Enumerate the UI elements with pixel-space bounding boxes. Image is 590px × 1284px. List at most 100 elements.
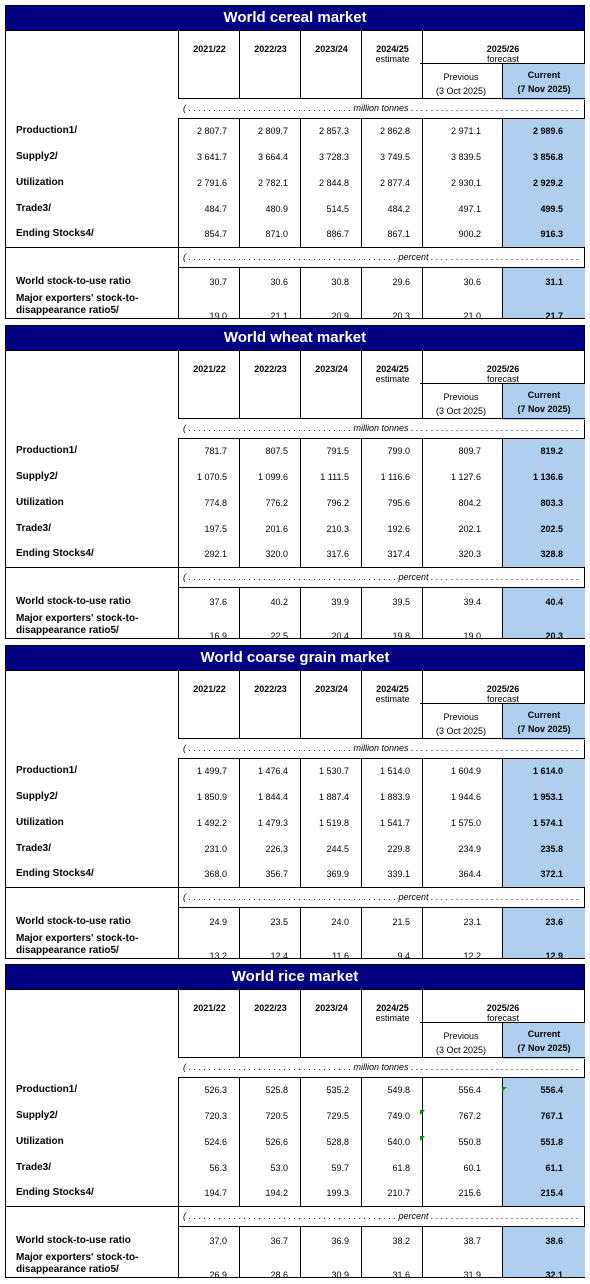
forecast-label: forecast — [486, 54, 519, 64]
cell-exporters: 19.8 — [392, 631, 410, 641]
column-divider — [178, 990, 179, 1057]
cell-production: 525.8 — [265, 1085, 288, 1095]
column-divider — [300, 1077, 301, 1206]
cell-trade: 235.8 — [540, 844, 563, 854]
column-divider — [300, 267, 301, 318]
cell-exporters: 31.9 — [463, 1270, 481, 1280]
cell-production: 1 499.7 — [196, 766, 227, 776]
cell-trade: 61.8 — [392, 1163, 410, 1173]
cell-production: 549.8 — [387, 1085, 410, 1095]
year-header: 2024/25 — [376, 684, 409, 694]
cell-exporters: 21.1 — [270, 311, 288, 321]
header-divider — [178, 418, 585, 419]
column-divider — [178, 1226, 179, 1277]
row-label-stock_to_use: World stock-to-use ratio — [16, 276, 131, 287]
forecast-label: forecast — [486, 694, 519, 704]
cell-stock_to_use: 24.9 — [209, 917, 227, 927]
cell-utilization: 1 519.8 — [318, 818, 349, 828]
row-label-trade: Trade3/ — [16, 203, 52, 214]
cell-trade: 56.3 — [209, 1163, 227, 1173]
cell-trade: 210.3 — [326, 524, 349, 534]
cell-utilization: 551.8 — [540, 1137, 563, 1147]
row-label-production: Production1/ — [16, 445, 78, 456]
column-divider — [300, 118, 301, 247]
row-label-trade: Trade3/ — [16, 523, 52, 534]
current-column-header-bg — [502, 703, 585, 740]
row-label-utilization: Utilization — [16, 1136, 64, 1147]
current-date: (7 Nov 2025) — [517, 84, 571, 94]
cell-utilization: 2 930.1 — [450, 178, 481, 188]
year-header: 2021/22 — [193, 684, 226, 694]
previous-date: (3 Oct 2025) — [435, 726, 487, 736]
column-divider — [239, 671, 240, 738]
cell-trade: 202.5 — [540, 524, 563, 534]
column-divider — [422, 1077, 423, 1206]
units-divider — [178, 118, 585, 119]
year-header: 2023/24 — [315, 44, 348, 54]
cell-utilization: 1 479.3 — [257, 818, 288, 828]
column-divider — [178, 1206, 179, 1226]
market-table: World coarse grain market 2021/22 2022/23 2… — [5, 645, 585, 961]
previous-date: (3 Oct 2025) — [435, 406, 487, 416]
cell-utilization: 796.2 — [326, 498, 349, 508]
current-label: Current — [527, 710, 561, 720]
row-label-production: Production1/ — [16, 125, 78, 136]
row-label-stock_to_use: World stock-to-use ratio — [16, 916, 131, 927]
cell-stock_to_use: 39.4 — [463, 597, 481, 607]
cell-utilization: 2 929.2 — [532, 178, 563, 188]
column-divider — [300, 1226, 301, 1277]
current-label: Current — [527, 1029, 561, 1039]
cell-exporters: 12.2 — [463, 951, 481, 961]
cell-production: 809.7 — [458, 446, 481, 456]
column-divider — [239, 438, 240, 567]
cell-production: 2 989.6 — [532, 126, 563, 136]
column-divider — [300, 351, 301, 418]
market-table-body: 2021/22 2022/23 2023/24 2024/25 estimate 2025… — [5, 671, 585, 961]
row-label-stocks: Ending Stocks4/ — [16, 1187, 94, 1198]
cell-exporters: 31.6 — [392, 1270, 410, 1280]
cell-trade: 60.1 — [463, 1163, 481, 1173]
market-title: World coarse grain market — [5, 645, 585, 671]
column-divider — [502, 63, 503, 98]
cell-supply: 720.5 — [265, 1111, 288, 1121]
cell-stocks: 320.0 — [265, 549, 288, 559]
cell-supply: 3 749.5 — [379, 152, 410, 162]
column-divider — [178, 671, 179, 738]
column-divider — [178, 438, 179, 567]
column-divider — [361, 438, 362, 567]
current-column-bg-quantities — [502, 439, 585, 567]
cell-stock_to_use: 37.6 — [209, 597, 227, 607]
cell-trade: 484.2 — [387, 204, 410, 214]
current-date: (7 Nov 2025) — [517, 724, 571, 734]
column-divider — [300, 758, 301, 887]
cell-supply: 1 883.9 — [379, 792, 410, 802]
column-divider — [239, 351, 240, 418]
cell-stock_to_use: 40.2 — [270, 597, 288, 607]
cell-supply: 1 116.6 — [380, 472, 410, 482]
column-divider — [178, 118, 179, 247]
cell-utilization: 2 782.1 — [257, 178, 288, 188]
units-million-tonnes: ( . . . . . . . . . . . . . . . . . . . … — [183, 423, 579, 433]
cell-exporters: 13.2 — [209, 951, 227, 961]
units-million-tonnes: ( . . . . . . . . . . . . . . . . . . . … — [183, 1062, 579, 1072]
row-label-stock_to_use: World stock-to-use ratio — [16, 596, 131, 607]
column-divider — [178, 267, 179, 318]
row-label-supply: Supply2/ — [16, 471, 58, 482]
year-header: 2023/24 — [315, 364, 348, 374]
units-percent: ( . . . . . . . . . . . . . . . . . . . … — [183, 1211, 579, 1221]
cell-stock_to_use: 21.5 — [392, 917, 410, 927]
units-divider — [178, 1077, 585, 1078]
cell-production: 2 862.8 — [379, 126, 410, 136]
section-divider — [6, 887, 585, 888]
column-divider — [422, 671, 423, 738]
column-divider — [300, 990, 301, 1057]
row-label-exporters: Major exporters' stock-to-disappearance … — [16, 293, 139, 316]
cell-utilization: 524.6 — [204, 1137, 227, 1147]
cell-utilization: 540.0 — [387, 1137, 410, 1147]
cell-utilization: 795.6 — [387, 498, 410, 508]
cell-trade: 244.5 — [326, 844, 349, 854]
cell-stocks: 194.7 — [204, 1188, 227, 1198]
cell-stocks: 369.9 — [326, 869, 349, 879]
units-million-tonnes: ( . . . . . . . . . . . . . . . . . . . … — [183, 103, 579, 113]
cell-stocks: 215.4 — [540, 1188, 563, 1198]
